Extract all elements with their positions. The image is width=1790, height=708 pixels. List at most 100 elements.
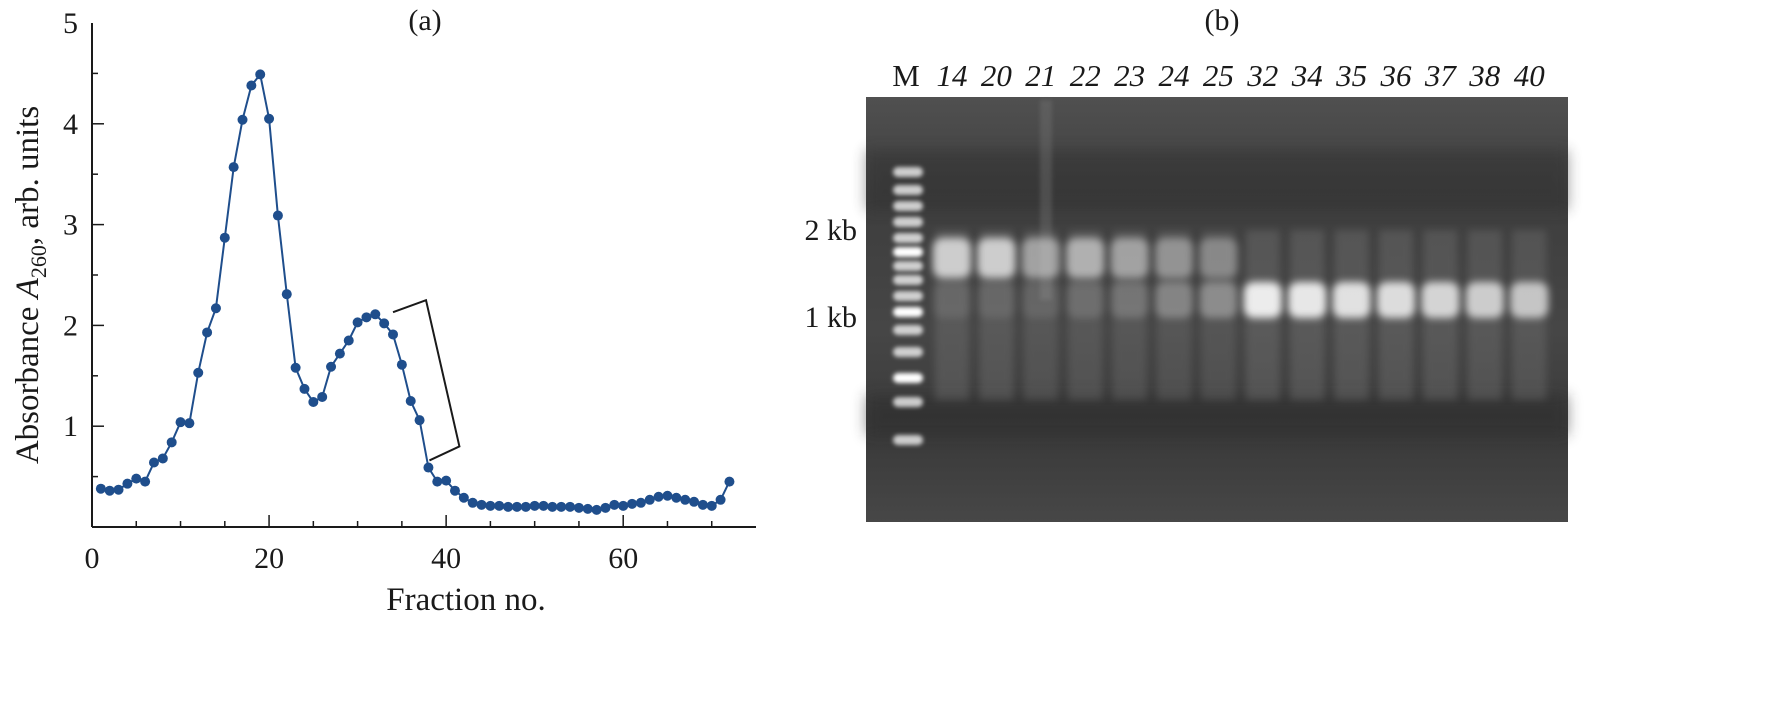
data-point: [166, 437, 177, 448]
data-point: [538, 500, 549, 511]
gel-shadow: [866, 395, 1568, 435]
lane-labels: 14 20 21 22 23 24 25 32 34 35 36 37 38 40: [937, 58, 1546, 93]
data-point: [352, 317, 363, 328]
data-point: [334, 348, 345, 359]
data-point: [193, 367, 204, 378]
data-point: [671, 492, 682, 503]
lane-label: 24: [1159, 58, 1190, 93]
data-point: [202, 327, 213, 338]
band-1kb: [1021, 282, 1060, 318]
data-point: [573, 502, 584, 513]
lane-label: 21: [1025, 58, 1056, 93]
lane-label: 23: [1114, 58, 1145, 93]
data-point: [476, 499, 487, 510]
data-point: [635, 497, 646, 508]
data-point: [556, 501, 567, 512]
lane-label: 35: [1335, 58, 1367, 93]
band-2kb: [933, 238, 971, 278]
band-1kb: [977, 282, 1016, 318]
data-point: [131, 473, 142, 484]
panel-label-b: (b): [1205, 4, 1240, 37]
y-tick-label: 2: [63, 309, 78, 342]
y-axis-title-symbol: A: [10, 277, 46, 300]
data-point: [396, 359, 407, 370]
lane-label: 40: [1514, 58, 1546, 93]
data-point: [264, 113, 275, 124]
band-2kb: [1066, 238, 1105, 278]
x-tick-labels: 0 20 40 60: [85, 542, 639, 575]
data-point: [529, 500, 540, 511]
data-point: [494, 500, 505, 511]
ladder-band: [893, 247, 923, 257]
data-point: [104, 485, 115, 496]
data-point: [219, 232, 230, 243]
band-1kb: [1421, 282, 1460, 318]
ladder-band: [893, 185, 923, 195]
data-point: [627, 498, 638, 509]
data-point: [503, 501, 514, 512]
size-labels: 2 kb 1 kb: [805, 214, 858, 334]
data-point: [184, 418, 195, 429]
data-point: [317, 391, 328, 402]
ladder-band: [893, 167, 923, 177]
data-point: [485, 500, 496, 511]
lane-label: 34: [1291, 58, 1323, 93]
ladder-band: [893, 217, 923, 227]
data-point: [547, 501, 558, 512]
y-axis-title-main: Absorbance: [10, 298, 46, 464]
data-point: [388, 329, 399, 340]
ladder-band: [893, 435, 923, 445]
band-1kb: [1243, 282, 1282, 318]
band-2kb: [1155, 238, 1193, 278]
x-tick-label: 40: [431, 542, 461, 575]
data-point: [148, 457, 159, 468]
x-tick-label: 20: [254, 542, 284, 575]
data-point: [441, 475, 452, 486]
y-axis-title-rest: , arb. units: [10, 106, 46, 245]
data-point: [210, 303, 221, 314]
band-1kb: [1155, 282, 1193, 318]
y-axis-title-subscript: 260: [26, 245, 51, 278]
band-1kb: [1288, 282, 1327, 318]
lane-label: 14: [937, 58, 968, 93]
ladder-band: [893, 373, 923, 383]
band-1kb: [1066, 282, 1105, 318]
data-point: [724, 476, 735, 487]
data-point: [95, 483, 106, 494]
lane-label: 37: [1424, 58, 1458, 93]
data-point: [175, 417, 186, 428]
data-point: [582, 503, 593, 514]
lane-label: 32: [1246, 58, 1278, 93]
data-point: [343, 335, 354, 346]
absorbance-series: [95, 69, 735, 515]
ladder-band: [893, 261, 923, 271]
band-1kb: [1199, 282, 1238, 318]
data-point: [715, 494, 726, 505]
data-point: [618, 500, 629, 511]
band-2kb: [1199, 238, 1238, 278]
lane-label: 38: [1468, 58, 1501, 93]
gel-panel: (b) M 14 20 21 22 23 24 25 32 34 35 36 37 38 40 2 kb 1…: [805, 4, 1568, 522]
y-tick-label: 4: [63, 108, 78, 141]
gel-shadow: [866, 150, 1568, 210]
data-point: [370, 309, 381, 320]
data-point: [326, 361, 337, 372]
ladder-band: [893, 307, 923, 317]
y-axis-title: Absorbance A260, arb. units: [10, 106, 51, 464]
data-point: [113, 484, 124, 495]
gel-lanes: [933, 230, 1549, 400]
band-2kb: [977, 238, 1016, 278]
data-point: [290, 362, 301, 373]
x-tick-label: 0: [85, 542, 100, 575]
band-1kb: [1465, 282, 1504, 318]
band-1kb: [933, 282, 971, 318]
chart-axes: [91, 23, 756, 528]
lane-label: 22: [1070, 58, 1101, 93]
data-point: [662, 490, 673, 501]
data-point: [706, 500, 717, 511]
band-1kb: [1332, 282, 1371, 318]
band-1kb: [1377, 282, 1415, 318]
size-marker-label: 2 kb: [805, 214, 858, 247]
data-point: [140, 476, 151, 487]
